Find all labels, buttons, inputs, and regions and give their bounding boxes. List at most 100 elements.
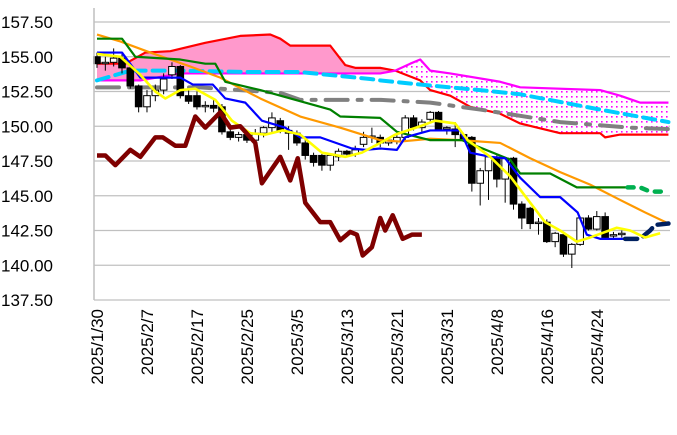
candle-body-bullish bbox=[593, 216, 601, 230]
candle-body-bullish bbox=[359, 136, 368, 145]
candle-body-bullish bbox=[443, 127, 451, 130]
tenkan-sen-forecast-line bbox=[622, 221, 671, 242]
candlestick bbox=[168, 62, 176, 79]
candle-body-bearish bbox=[468, 136, 476, 184]
candlestick bbox=[526, 206, 534, 230]
candlestick bbox=[518, 201, 526, 230]
candlestick bbox=[201, 101, 210, 113]
candle-body-bullish bbox=[159, 78, 168, 91]
candle-body-bullish bbox=[609, 234, 618, 237]
y-tick-label: 152.50 bbox=[1, 83, 53, 102]
candle-body-bearish bbox=[526, 207, 534, 225]
candle-body-bullish bbox=[476, 170, 484, 184]
candle-body-bullish bbox=[143, 95, 151, 108]
candle-body-bearish bbox=[193, 95, 201, 108]
candlestick bbox=[476, 167, 484, 206]
ma-5-line bbox=[96, 52, 661, 243]
candle-body-bullish bbox=[234, 134, 243, 138]
candle-body-bearish bbox=[601, 216, 609, 238]
candlestick bbox=[584, 215, 593, 231]
y-tick-label: 157.50 bbox=[1, 13, 53, 32]
candlestick bbox=[593, 211, 601, 231]
x-tick-label: 2025/1/30 bbox=[88, 309, 107, 385]
candle-body-bearish bbox=[301, 142, 310, 156]
candlestick bbox=[176, 65, 185, 99]
candlestick bbox=[234, 131, 243, 142]
x-tick-label: 2025/2/25 bbox=[238, 309, 257, 385]
candlestick bbox=[534, 217, 543, 235]
x-axis-labels: 2025/1/30 2025/2/7 2025/2/17 2025/2/25 2025/… bbox=[88, 309, 607, 385]
ma-75-line bbox=[95, 85, 671, 132]
y-tick-label: 140.00 bbox=[1, 256, 53, 275]
y-tick-label: 142.50 bbox=[1, 222, 53, 241]
candlestick bbox=[126, 63, 135, 89]
tenkan-sen-line bbox=[97, 51, 626, 240]
candlestick bbox=[301, 140, 310, 160]
candlestick bbox=[368, 127, 376, 143]
candle-body-bearish bbox=[343, 150, 351, 155]
candlestick bbox=[551, 231, 559, 248]
candle-body-bullish bbox=[534, 221, 543, 225]
candlestick bbox=[326, 154, 335, 171]
x-tick-label: 2025/4/24 bbox=[588, 309, 607, 385]
candlestick bbox=[568, 243, 576, 269]
chikou-span-line bbox=[97, 110, 422, 258]
candle-body-bearish bbox=[559, 234, 568, 255]
candle-body-bearish bbox=[584, 217, 593, 230]
candle-body-bullish bbox=[109, 57, 118, 63]
candlestick bbox=[143, 90, 151, 113]
x-tick-label: 2025/3/13 bbox=[338, 309, 357, 385]
candle-body-bearish bbox=[184, 95, 193, 102]
candle-body-bullish bbox=[201, 104, 210, 108]
candle-body-bearish bbox=[209, 104, 218, 109]
candle-body-bullish bbox=[426, 111, 434, 120]
candle-body-bearish bbox=[318, 154, 326, 166]
candle-body-bearish bbox=[518, 203, 526, 219]
x-tick-label: 2025/4/8 bbox=[488, 309, 507, 375]
candle-body-bearish bbox=[451, 128, 459, 136]
x-tick-label: 2025/2/17 bbox=[188, 309, 207, 385]
candlestick bbox=[601, 212, 609, 239]
candle-body-bullish bbox=[259, 127, 268, 134]
x-tick-label: 2025/4/16 bbox=[538, 309, 557, 385]
x-tick-label: 2025/2/7 bbox=[138, 309, 157, 375]
indicator-lines bbox=[96, 33, 671, 258]
kijun-sen-line bbox=[97, 37, 628, 189]
candlestick bbox=[209, 98, 218, 113]
candlestick bbox=[184, 90, 193, 105]
candlestick bbox=[451, 122, 459, 148]
senkou-span-a-line bbox=[97, 33, 669, 139]
candlestick bbox=[134, 84, 143, 113]
kijun-sen-forecast-line bbox=[625, 185, 671, 194]
y-axis-labels: 157.50 155.00 152.50 150.00 147.50 145.00 142.… bbox=[1, 13, 53, 310]
y-tick-label: 150.00 bbox=[1, 117, 53, 136]
candlestick bbox=[109, 48, 118, 67]
y-tick-label: 145.00 bbox=[1, 187, 53, 206]
candlestick bbox=[609, 231, 618, 239]
y-tick-label: 147.50 bbox=[1, 152, 53, 171]
cloud-fill-bullish bbox=[97, 34, 669, 138]
candle-body-bearish bbox=[126, 67, 135, 87]
candle-body-bullish bbox=[551, 232, 559, 243]
x-tick-label: 2025/3/31 bbox=[438, 309, 457, 385]
candlestick bbox=[318, 154, 326, 171]
candle-body-bearish bbox=[134, 85, 143, 108]
candle-body-bullish bbox=[326, 154, 335, 166]
candlestick bbox=[617, 230, 626, 238]
candle-body-bullish bbox=[568, 243, 576, 255]
candle-body-bullish bbox=[101, 61, 110, 65]
x-tick-label: 2025/3/21 bbox=[388, 309, 407, 385]
candlesticks bbox=[93, 48, 626, 269]
candle-body-bearish bbox=[176, 65, 185, 97]
y-tick-label: 137.50 bbox=[1, 291, 53, 310]
candle-body-bearish bbox=[409, 117, 418, 129]
candlestick bbox=[193, 91, 201, 110]
x-tick-label: 2025/3/5 bbox=[288, 309, 307, 375]
candle-body-bullish bbox=[617, 232, 626, 236]
candlestick bbox=[484, 156, 493, 200]
candle-body-bullish bbox=[168, 65, 176, 76]
candlestick bbox=[101, 56, 110, 71]
y-tick-label: 155.00 bbox=[1, 48, 53, 67]
candlestick bbox=[309, 152, 318, 167]
